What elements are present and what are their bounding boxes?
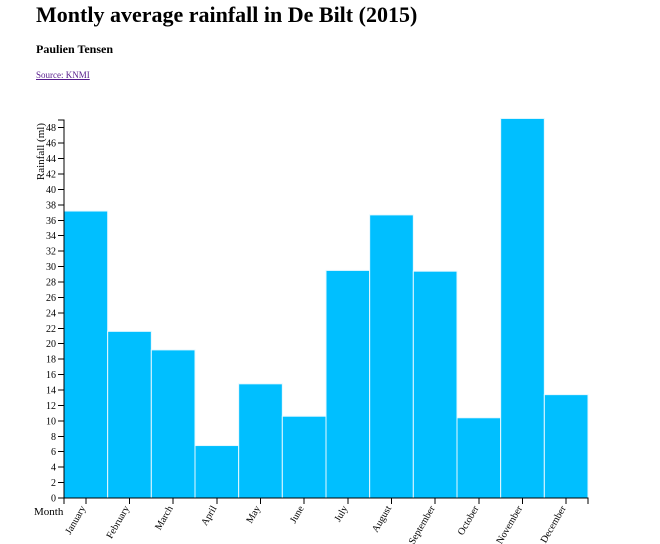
y-tick-label: 46 bbox=[46, 139, 56, 150]
bars-group bbox=[63, 117, 589, 499]
y-tick-label: 10 bbox=[46, 416, 56, 427]
bar-august bbox=[369, 214, 414, 499]
bar-september bbox=[412, 270, 458, 499]
bar-february bbox=[107, 330, 152, 499]
y-tick-label: 4 bbox=[51, 463, 56, 474]
x-axis-label: Month bbox=[34, 506, 64, 518]
bar-october bbox=[456, 417, 502, 499]
x-tick-label-december: December bbox=[539, 503, 569, 544]
y-tick-label: 20 bbox=[46, 339, 56, 350]
y-tick-label: 0 bbox=[51, 494, 56, 505]
y-tick-label: 14 bbox=[46, 386, 56, 397]
x-tick-label-march: March bbox=[153, 504, 176, 532]
y-tick-label: 44 bbox=[46, 154, 56, 165]
bar-january bbox=[63, 210, 109, 499]
y-tick-label: 6 bbox=[51, 447, 56, 458]
y-tick-label: 26 bbox=[46, 293, 56, 304]
y-tick-label: 36 bbox=[46, 216, 56, 227]
y-tick-label: 18 bbox=[46, 355, 56, 366]
y-tick-label: 12 bbox=[46, 401, 56, 412]
x-tick-label-june: June bbox=[288, 504, 307, 526]
author-name: Paulien Tensen bbox=[36, 42, 114, 56]
y-axis: 0246810121416182022242628303234363840424… bbox=[46, 119, 65, 505]
y-tick-label: 2 bbox=[51, 478, 56, 489]
bar-march bbox=[150, 349, 196, 499]
x-tick-label-february: February bbox=[105, 504, 133, 541]
x-tick-label-august: August bbox=[370, 504, 394, 535]
y-tick-label: 32 bbox=[46, 247, 56, 258]
bar-december bbox=[543, 394, 589, 499]
x-tick-label-november: November bbox=[494, 503, 525, 544]
y-tick-label: 30 bbox=[46, 262, 56, 273]
y-tick-label: 42 bbox=[46, 170, 56, 181]
y-axis-label: Rainfall (ml) bbox=[35, 123, 47, 180]
y-tick-label: 22 bbox=[46, 324, 56, 335]
x-tick-label-october: October bbox=[456, 503, 482, 537]
source-link[interactable]: Source: KNMI bbox=[36, 70, 90, 80]
y-tick-label: 40 bbox=[46, 185, 56, 196]
x-tick-label-april: April bbox=[199, 504, 219, 528]
page-title: Montly average rainfall in De Bilt (2015… bbox=[36, 2, 418, 27]
x-tick-label-may: May bbox=[244, 504, 263, 525]
y-tick-label: 16 bbox=[46, 370, 56, 381]
x-tick-label-january: January bbox=[63, 504, 88, 536]
x-axis-line bbox=[63, 497, 589, 504]
x-tick-label-september: September bbox=[407, 503, 438, 544]
y-tick-label: 38 bbox=[46, 200, 56, 211]
y-tick-label: 8 bbox=[51, 432, 56, 443]
y-tick-label: 24 bbox=[46, 308, 56, 319]
y-tick-label: 48 bbox=[46, 123, 56, 134]
bar-may bbox=[238, 383, 283, 499]
y-tick-label: 34 bbox=[46, 231, 56, 242]
bar-july bbox=[325, 269, 371, 499]
y-tick-label: 28 bbox=[46, 278, 56, 289]
bar-november bbox=[500, 117, 545, 499]
bar-april bbox=[194, 445, 240, 499]
x-tick-label-july: July bbox=[333, 504, 351, 524]
bar-june bbox=[281, 415, 327, 499]
y-axis-line bbox=[58, 119, 65, 499]
x-axis: January February March April May June July Augu… bbox=[63, 497, 589, 544]
